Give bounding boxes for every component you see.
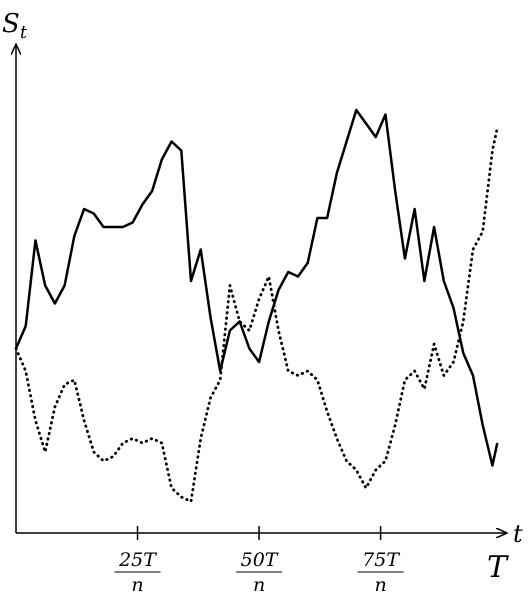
y-axis-label-subscript: t xyxy=(20,22,28,43)
series-line xyxy=(14,126,499,503)
x-tick-numerator: 75T xyxy=(362,549,400,571)
series-line xyxy=(14,108,499,467)
x-tick-denominator: n xyxy=(253,574,265,596)
x-axis-label: t xyxy=(513,520,523,548)
x-tick-denominator: n xyxy=(131,574,143,596)
x-tick-denominator: n xyxy=(374,574,386,596)
x-tick-numerator: 50T xyxy=(241,549,279,571)
y-axis-label: St xyxy=(2,9,28,43)
y-axis-label-base: S xyxy=(2,9,20,39)
x-tick-numerator: 25T xyxy=(118,549,157,571)
x-end-label: T xyxy=(487,550,509,585)
